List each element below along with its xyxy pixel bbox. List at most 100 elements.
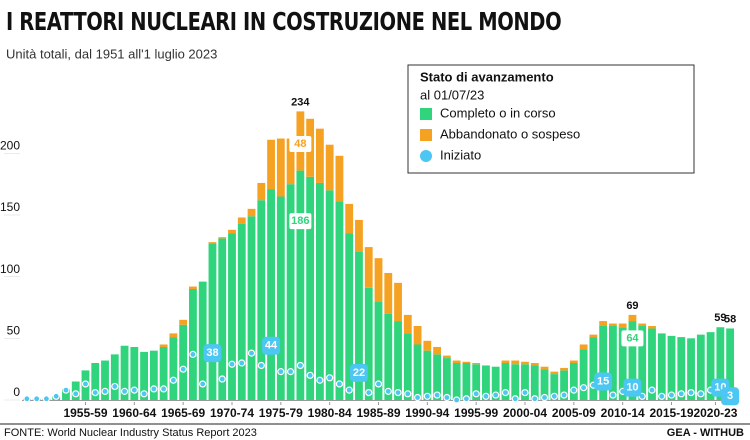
x-tick-label: 1965-69 (161, 406, 205, 420)
dot (316, 376, 324, 384)
bar-segment (540, 366, 549, 370)
bar-segment (257, 182, 266, 201)
bar-segment (101, 360, 109, 400)
dot (658, 392, 666, 400)
total-label: 234 (291, 96, 310, 108)
bar-segment (296, 170, 305, 400)
x-tick-label: 1975-79 (259, 406, 303, 420)
bar-segment (110, 354, 119, 400)
bar-segment (501, 360, 510, 363)
bar-segment (501, 363, 510, 400)
bar-segment (394, 282, 402, 322)
bar-segment (384, 272, 393, 314)
value-label: 3 (727, 390, 733, 402)
y-tick-label: 200 (0, 139, 20, 153)
dot (511, 395, 519, 403)
bar-segment (521, 361, 529, 365)
legend-label: Completo o in corso (440, 105, 556, 120)
x-tick-label: 1970-74 (210, 406, 254, 420)
dot (345, 386, 353, 394)
label-box (262, 336, 281, 355)
bar-segment (609, 323, 617, 326)
bar-segment (384, 313, 393, 400)
bar-segment (228, 233, 236, 400)
bar-segment (120, 345, 129, 400)
legend-swatch (420, 150, 432, 162)
x-tick-label: 1990-94 (405, 406, 449, 420)
bar-segment (442, 358, 451, 400)
dot (91, 389, 99, 397)
bar-segment (423, 350, 432, 400)
label-box (621, 330, 644, 347)
bar-segment (413, 326, 422, 345)
x-tick-label: 1985-89 (356, 406, 400, 420)
dot (384, 387, 392, 395)
bar-segment (433, 354, 442, 400)
dot (33, 395, 41, 403)
bar-segment (657, 333, 666, 400)
bar-segment (276, 138, 285, 197)
y-tick-label: 50 (7, 324, 21, 338)
bar-segment (609, 326, 617, 400)
legend-swatch (420, 129, 432, 141)
dot (423, 392, 431, 400)
bar-segment (413, 344, 422, 400)
bar-segment (247, 216, 256, 400)
bar-segment (345, 233, 354, 400)
bar-segment (462, 361, 471, 363)
x-tick-label: 1995-99 (454, 406, 498, 420)
dot (570, 386, 578, 394)
bar-segment (579, 349, 588, 400)
bar-segment (149, 350, 158, 400)
dot (228, 360, 236, 368)
dot (130, 386, 138, 394)
bar-segment (442, 355, 451, 359)
bar-segment (540, 369, 549, 400)
label-box (594, 372, 613, 391)
dot (169, 376, 177, 384)
bar-segment (472, 364, 481, 400)
dot (160, 385, 168, 393)
dot (609, 391, 617, 399)
dot (365, 389, 373, 397)
bar-segment (286, 138, 295, 185)
bar-segment (511, 364, 520, 400)
bar-segment (726, 328, 735, 400)
bar-segment (315, 182, 324, 400)
x-tick-label: 2005-09 (552, 406, 596, 420)
legend-subtitle: al 01/07/23 (420, 87, 484, 102)
bar-segment (267, 139, 275, 190)
bar-segment (325, 144, 334, 191)
bar-segment (472, 363, 481, 365)
dot (550, 392, 558, 400)
bar-segment (345, 203, 354, 234)
dot (52, 392, 60, 400)
dot (81, 380, 90, 388)
bar-segment (374, 258, 383, 302)
dot (374, 380, 383, 388)
dot (238, 359, 246, 367)
bar-segment (91, 363, 100, 400)
bar-segment (218, 238, 227, 400)
dot (277, 368, 285, 376)
dot (492, 391, 500, 399)
bar-segment (677, 337, 686, 400)
source: FONTE: World Nuclear Industry Status Rep… (4, 427, 257, 439)
bar-segment (257, 200, 266, 400)
bar-segment (716, 327, 725, 400)
value-label: 15 (597, 375, 609, 387)
bar-segment (452, 360, 461, 363)
bar-segment (696, 334, 705, 400)
dot (120, 387, 129, 395)
label-box (289, 135, 312, 152)
bar-segment (218, 237, 227, 239)
label-box (349, 363, 368, 382)
dot (257, 361, 265, 370)
bar-segment (62, 388, 70, 400)
legend-box (407, 64, 695, 174)
dot (531, 395, 539, 403)
dot (150, 385, 158, 393)
bar-segment (364, 247, 373, 288)
legend-title: Stato di avanzamento (420, 69, 554, 84)
